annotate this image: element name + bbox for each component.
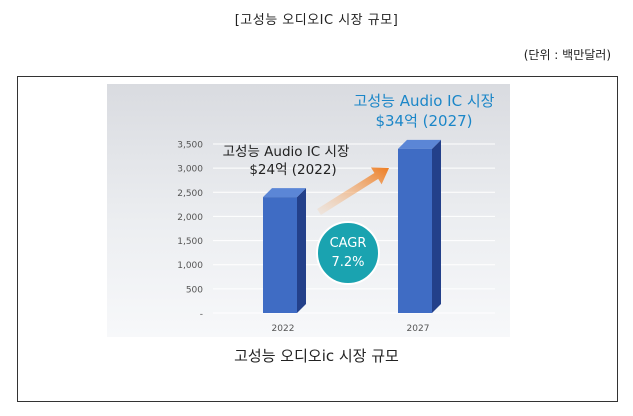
x-tick-label: 2027 bbox=[407, 324, 430, 334]
unit-label: (단위 : 백만달러) bbox=[523, 48, 611, 62]
y-tick-label: 500 bbox=[186, 285, 203, 295]
cagr-value: 7.2% bbox=[331, 255, 364, 270]
bar-chart: - 500 1,000 1,500 2,000 2,500 3,000 3,500 2022 2… bbox=[107, 84, 510, 337]
bar-side-2027 bbox=[432, 139, 441, 313]
y-tick-label: 2,500 bbox=[177, 189, 203, 199]
figure-frame bbox=[17, 76, 618, 402]
x-tick-label: 2022 bbox=[272, 324, 295, 334]
y-tick-label: 3,000 bbox=[177, 165, 203, 175]
y-tick-label: 3,500 bbox=[177, 141, 203, 151]
chart-title: [고성능 오디오IC 시장 규모] bbox=[234, 13, 399, 28]
bar-2027 bbox=[398, 148, 432, 313]
bar-top-2022 bbox=[263, 188, 306, 198]
growth-arrow bbox=[317, 167, 389, 215]
annotation-2027-line2: $34억 (2027) bbox=[375, 112, 472, 130]
y-tick-label: 1,000 bbox=[177, 261, 203, 271]
chart-area: - 500 1,000 1,500 2,000 2,500 3,000 3,500 2022 2… bbox=[107, 84, 510, 337]
cagr-label: CAGR bbox=[330, 236, 367, 251]
annotation-2022-line2: $24억 (2022) bbox=[249, 162, 336, 178]
bar-side-2022 bbox=[297, 188, 306, 313]
y-tick-label: 1,500 bbox=[177, 237, 203, 247]
y-tick-label: - bbox=[200, 310, 203, 320]
y-tick-label: 2,000 bbox=[177, 213, 203, 223]
chart-background bbox=[107, 84, 510, 337]
cagr-circle bbox=[316, 221, 380, 285]
figure-caption: 고성능 오디오ic 시장 규모 bbox=[234, 347, 399, 365]
bar-top-2027 bbox=[398, 139, 441, 149]
bar-2022 bbox=[263, 197, 297, 313]
annotation-2027-line1: 고성능 Audio IC 시장 bbox=[354, 92, 495, 110]
annotation-2022-line1: 고성능 Audio IC 시장 bbox=[223, 144, 350, 160]
